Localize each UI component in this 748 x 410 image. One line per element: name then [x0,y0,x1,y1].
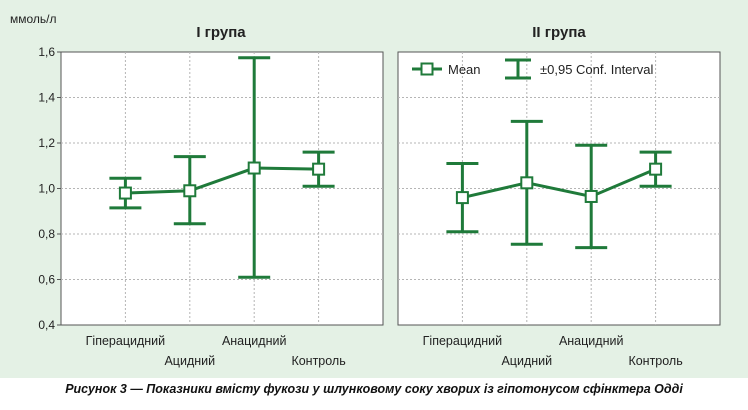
y-tick-label: 0,8 [38,227,55,241]
p1-mean-line [125,166,319,195]
p2-mean-marker [455,191,469,205]
p1-category-label: Гіперацидний [86,334,165,348]
p2-mean-marker [520,176,534,190]
panel-title-2: II група [532,24,586,41]
p2-category-label: Контроль [628,354,682,368]
p1-mean-marker [312,162,326,176]
p2-mean-marker [584,189,598,203]
legend-mean-marker [420,62,434,76]
figure-caption: Рисунок 3 — Показники вмісту фукози у шл… [65,382,683,396]
p1-category-label: Контроль [291,354,345,368]
p1-mean-marker [183,184,197,198]
p1-mean-marker [118,186,132,200]
p1-mean-marker [247,161,261,175]
y-tick-label: 1,2 [38,136,55,150]
p2-mean-line [462,167,657,200]
legend-ci-label: ±0,95 Conf. Interval [540,62,653,77]
y-tick-label: 0,6 [38,273,55,287]
p1-category-label: Ацидний [164,354,215,368]
y-tick-label: 1,0 [38,182,55,196]
p2-category-label: Анацидний [559,334,624,348]
p2-category-label: Гіперацидний [423,334,502,348]
p2-mean-marker [649,162,663,176]
chart-svg: ммоль/л I група II група 0,4 0,6 0,8 1,0 1,2… [10,12,721,368]
y-tick-label: 1,6 [38,45,55,59]
y-tick-label: 1,4 [38,91,55,105]
y-tick-label: 0,4 [38,318,55,332]
panel-title-1: I група [196,24,246,41]
legend-mean-label: Mean [448,62,481,77]
y-axis-label: ммоль/л [10,12,57,26]
figure-panel: ммоль/л I група II група 0,4 0,6 0,8 1,0 1,2… [0,0,748,378]
p1-category-label: Анацидний [222,334,287,348]
p2-category-label: Ацидний [501,354,552,368]
